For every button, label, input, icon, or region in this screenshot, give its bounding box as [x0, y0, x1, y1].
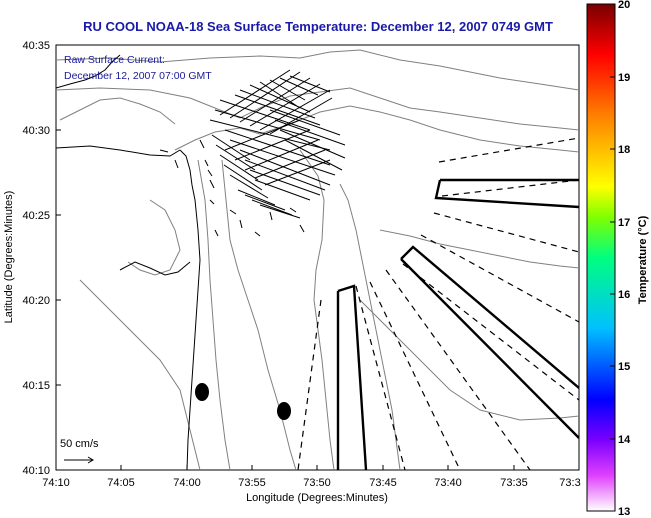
coastline	[119, 261, 191, 276]
x-tick-label: 74:10	[42, 477, 70, 489]
y-tick-label: 40:30	[22, 125, 50, 137]
coastline	[56, 54, 121, 89]
x-tick-label: 73:40	[434, 477, 462, 489]
coastline	[179, 149, 201, 470]
colorbar-tick-label: 18	[618, 144, 630, 156]
map-content	[56, 49, 579, 470]
radar-beam-dashed-lines	[297, 137, 579, 470]
x-tick-label: 74:05	[107, 477, 135, 489]
x-tick-label: 73:3	[559, 477, 580, 489]
bathymetry-contour	[79, 279, 201, 470]
colorbar-tick-label: 17	[618, 217, 630, 229]
y-tick-labels: 40:35 40:30 40:25 40:20 40:15 40:10	[22, 40, 50, 477]
bathymetry-contour	[197, 159, 231, 470]
x-tick-label: 73:45	[369, 477, 397, 489]
axis-ticks	[55, 44, 580, 471]
y-tick-label: 40:25	[22, 210, 50, 222]
y-axis-label: Latitude (Degrees:Minutes)	[3, 191, 15, 324]
colorbar-tick-label: 13	[618, 506, 630, 518]
bathymetry-contour	[174, 105, 579, 153]
current-label: Raw Surface Current:	[64, 54, 165, 66]
x-tick-labels: 74:10 74:05 74:00 73:55 73:50 73:45 73:4…	[42, 477, 580, 489]
colorbar-ticks	[610, 76, 615, 440]
colorbar-tick-label: 15	[618, 361, 630, 373]
colorbar-tick-label: 19	[618, 72, 630, 84]
surface-current-vectors-sparse	[159, 139, 305, 237]
x-tick-label: 74:00	[173, 477, 201, 489]
colorbar-tick-label: 14	[618, 434, 631, 446]
bathymetry-contour	[379, 229, 579, 269]
colorbar-tick-labels: 20 19 18 17 16 15 14 13	[618, 0, 631, 518]
bathymetry-contour	[56, 87, 579, 131]
x-tick-label: 73:55	[238, 477, 266, 489]
y-tick-label: 40:20	[22, 295, 50, 307]
figure-title: RU COOL NOAA-18 Sea Surface Temperature:…	[83, 19, 553, 34]
colorbar-tick-label: 20	[618, 0, 630, 11]
plot-frame	[55, 44, 580, 471]
bathymetry-contour	[59, 97, 176, 125]
bathymetry-contour	[127, 199, 181, 276]
colorbar	[586, 3, 616, 512]
y-tick-label: 40:10	[22, 465, 50, 477]
radar-beam-outlines	[336, 178, 579, 470]
colorbar-tick-label: 16	[618, 289, 630, 301]
bathymetry-contour	[56, 49, 579, 91]
colorbar-label: Temperature (°C)	[637, 215, 649, 304]
coastline	[56, 145, 181, 157]
bathymetry-contour	[221, 159, 297, 470]
x-axis-label: Longitude (Degrees:Minutes)	[246, 492, 388, 504]
scale-label: 50 cm/s	[60, 438, 99, 450]
x-tick-label: 73:50	[303, 477, 331, 489]
y-tick-label: 40:15	[22, 380, 50, 392]
marker-ellipse-west	[195, 383, 209, 401]
y-tick-label: 40:35	[22, 40, 50, 52]
marker-ellipse-east	[277, 402, 291, 420]
bathymetry-contour	[339, 183, 401, 470]
current-time: December 12, 2007 07:00 GMT	[64, 70, 212, 82]
scale-arrow	[64, 456, 94, 464]
bathymetry-contour	[299, 149, 335, 470]
surface-current-vectors	[209, 69, 346, 219]
x-tick-label: 73:35	[500, 477, 528, 489]
